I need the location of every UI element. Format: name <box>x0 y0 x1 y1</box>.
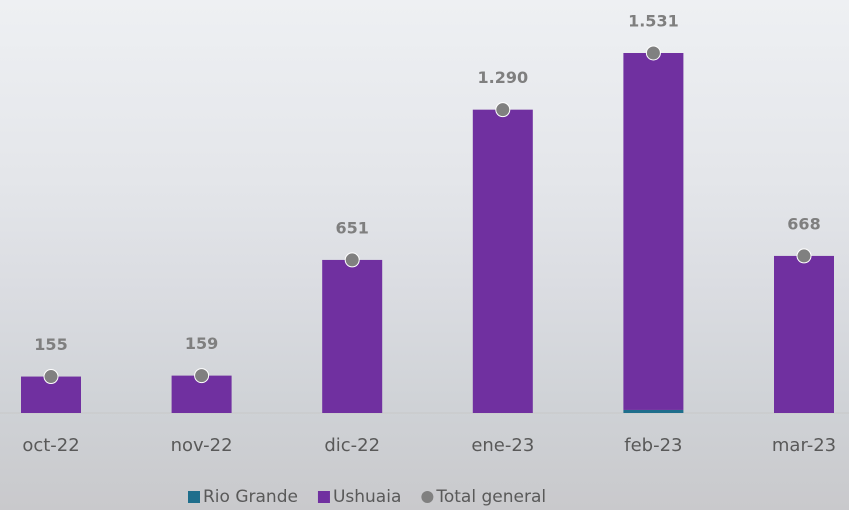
legend-swatch <box>188 491 200 503</box>
x-tick-label: nov-22 <box>171 435 233 456</box>
data-label: 651 <box>335 218 368 237</box>
x-tick-label: oct-22 <box>22 435 79 456</box>
total-marker <box>345 253 359 267</box>
x-tick-label: ene-23 <box>471 435 534 456</box>
bar-segment <box>623 53 683 410</box>
total-marker <box>195 369 209 383</box>
total-marker <box>496 103 510 117</box>
data-label: 1.531 <box>628 12 679 31</box>
legend-label: Total general <box>435 487 546 507</box>
total-marker <box>797 249 811 263</box>
data-label: 1.290 <box>477 68 528 87</box>
bar-segment <box>473 110 533 413</box>
legend-label: Rio Grande <box>203 487 298 507</box>
chart: oct-22 155 nov-22 159 dic-22 651 ene-23 1.290 fe… <box>0 0 849 510</box>
x-tick-label: mar-23 <box>772 435 836 456</box>
bar-segment <box>322 260 382 413</box>
data-label: 155 <box>34 335 67 354</box>
chart-container: oct-22 155 nov-22 159 dic-22 651 ene-23 1.290 fe… <box>0 0 849 510</box>
legend-swatch <box>318 491 330 503</box>
x-tick-label: feb-23 <box>624 435 682 456</box>
legend-label: Ushuaia <box>333 487 401 507</box>
bar-segment <box>774 256 834 413</box>
bar-segment <box>623 410 683 413</box>
data-label: 668 <box>787 214 820 233</box>
legend-swatch <box>421 491 433 503</box>
total-marker <box>44 370 58 384</box>
x-tick-label: dic-22 <box>324 435 380 456</box>
total-marker <box>646 46 660 60</box>
legend: Rio Grande Ushuaia Total general <box>188 487 546 507</box>
data-label: 159 <box>185 334 218 353</box>
